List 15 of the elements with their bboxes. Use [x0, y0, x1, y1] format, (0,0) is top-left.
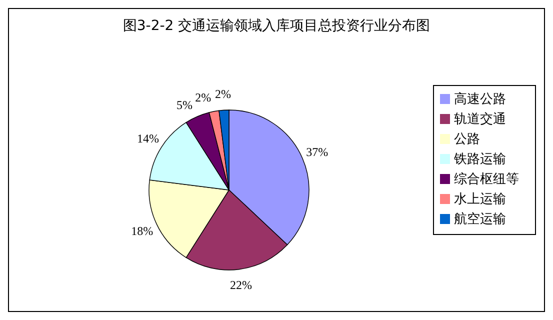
legend-label: 轨道交通: [454, 112, 506, 127]
legend-label: 铁路运输: [454, 152, 506, 167]
data-label: 18%: [131, 224, 154, 238]
legend-label: 高速公路: [454, 92, 506, 107]
legend-label: 公路: [454, 132, 480, 147]
data-label: 14%: [136, 132, 159, 146]
data-label: 2%: [214, 87, 231, 102]
legend-label: 水上运输: [454, 192, 506, 207]
legend-label: 综合枢纽等: [454, 172, 519, 187]
data-label: 5%: [176, 98, 193, 112]
data-label: 37%: [306, 144, 328, 159]
data-label: 22%: [230, 278, 252, 292]
chart-title: 图3-2-2 交通运输领域入库项目总投资行业分布图: [122, 17, 432, 35]
legend-label: 航空运输: [454, 212, 506, 227]
data-label: 2%: [195, 90, 212, 105]
